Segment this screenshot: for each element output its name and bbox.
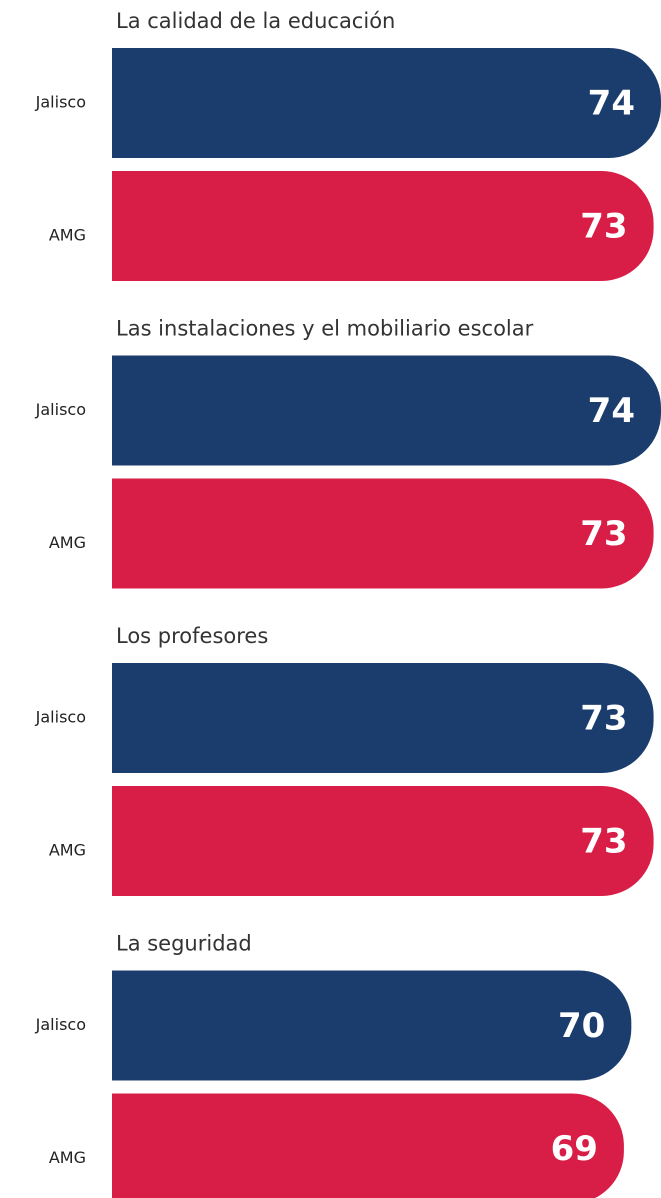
bar bbox=[112, 970, 632, 1081]
value-label: 70 bbox=[558, 1006, 605, 1046]
value-label: 73 bbox=[580, 822, 627, 862]
row-label: AMG bbox=[49, 226, 86, 245]
row-label: Jalisco bbox=[35, 708, 86, 727]
row-label: AMG bbox=[49, 1148, 86, 1167]
bar bbox=[112, 663, 654, 773]
bar bbox=[112, 1093, 624, 1198]
row-label: Jalisco bbox=[35, 93, 86, 112]
bar bbox=[112, 355, 661, 466]
group-title: Los profesores bbox=[116, 624, 268, 648]
value-label: 73 bbox=[580, 514, 627, 554]
group-title: La seguridad bbox=[116, 932, 252, 956]
row-label: Jalisco bbox=[35, 400, 86, 419]
bar bbox=[112, 786, 654, 896]
group-title: La calidad de la educación bbox=[116, 9, 395, 33]
bar bbox=[112, 478, 654, 589]
value-label: 73 bbox=[580, 699, 627, 739]
value-label: 69 bbox=[551, 1129, 598, 1169]
value-label: 74 bbox=[588, 391, 635, 431]
value-label: 74 bbox=[588, 84, 635, 124]
row-label: AMG bbox=[49, 841, 86, 860]
value-label: 73 bbox=[580, 207, 627, 247]
row-label: Jalisco bbox=[35, 1015, 86, 1034]
group-title: Las instalaciones y el mobiliario escola… bbox=[116, 317, 534, 341]
row-label: AMG bbox=[49, 533, 86, 552]
bar bbox=[112, 48, 661, 158]
bar bbox=[112, 171, 654, 281]
